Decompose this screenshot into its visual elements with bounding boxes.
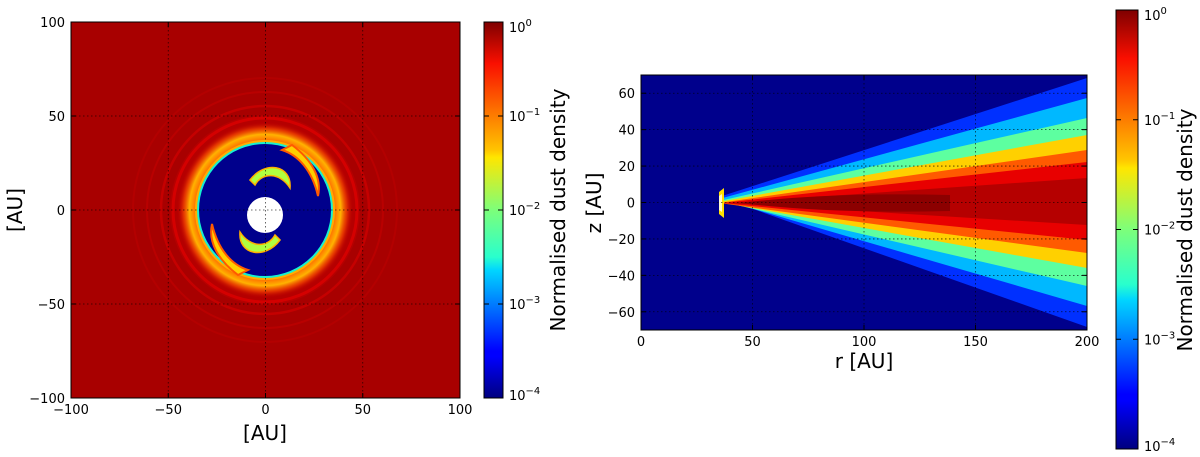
y-tick-label: 0 <box>57 204 65 219</box>
x-tick-label: 0 <box>637 335 645 350</box>
colorbar-tick-label: 10−3 <box>1144 330 1175 348</box>
colorbar-tick-label: 10−4 <box>1144 437 1175 455</box>
midplane-core <box>740 194 950 212</box>
inner-rim-bright <box>719 194 722 212</box>
ring-wave-3 <box>171 116 359 304</box>
lower-spiral-arm <box>210 223 251 277</box>
face-on-ylabel: [AU] <box>3 188 27 232</box>
x-tick-label: 0 <box>261 403 269 418</box>
upper-spiral-arm <box>279 143 320 197</box>
colorbar-tick-label: 10−2 <box>1144 221 1175 239</box>
colorbar-tick-label: 100 <box>509 18 532 36</box>
x-tick-label: 50 <box>354 403 371 418</box>
y-tick-label: 20 <box>618 160 635 175</box>
y-tick-label: −50 <box>38 298 65 313</box>
face-on-density-map <box>71 22 460 398</box>
y-tick-label: −40 <box>608 269 635 284</box>
x-tick-label: 100 <box>852 335 877 350</box>
x-tick-label: 200 <box>1075 335 1100 350</box>
inner-spiral-upper <box>249 166 291 191</box>
y-tick-label: 40 <box>618 124 635 139</box>
y-tick-label: −20 <box>608 233 635 248</box>
colorbar-tick-label: 10−3 <box>509 295 540 313</box>
inner-spiral-lower <box>239 229 281 254</box>
x-tick-label: 150 <box>963 335 988 350</box>
edge-on-colorbar-label: Normalised dust density <box>1173 108 1197 351</box>
colorbar-tick-label: 10−2 <box>509 201 540 219</box>
x-tick-label: −50 <box>155 403 182 418</box>
face-on-colorbar-ticks: 100 10−1 10−2 10−3 10−4 <box>484 18 540 404</box>
edge-on-ylabel: z [AU] <box>582 173 606 234</box>
face-on-grid <box>71 22 460 398</box>
x-tick-label: 50 <box>744 335 761 350</box>
edge-on-colorbar-ticks: 100 10−1 10−2 10−3 10−4 <box>1116 6 1175 455</box>
edge-on-xlabel: r [AU] <box>835 349 894 373</box>
face-on-colorbar-label: Normalised dust density <box>546 88 570 331</box>
colorbar-tick-label: 10−1 <box>1144 111 1175 129</box>
x-tick-label: 100 <box>448 403 473 418</box>
edge-on-grid <box>641 75 1087 330</box>
face-on-ticks: −100 −50 0 50 100 100 50 0 −50 −100 <box>29 16 472 418</box>
colorbar-tick-label: 10−1 <box>509 107 540 125</box>
x-tick-label: −100 <box>53 403 89 418</box>
face-on-panel: −100 −50 0 50 100 100 50 0 −50 −100 [AU] [AU] 100… <box>3 16 570 445</box>
ring-wave-0 <box>132 77 398 343</box>
y-tick-label: 100 <box>40 16 65 31</box>
y-tick-label: −60 <box>608 306 635 321</box>
y-tick-label: 60 <box>618 87 635 102</box>
colorbar-tick-label: 10−4 <box>509 386 540 404</box>
y-tick-label: 0 <box>627 197 635 212</box>
colorbar-tick-label: 100 <box>1144 6 1167 24</box>
y-tick-label: 50 <box>48 110 65 125</box>
inner-hole <box>247 197 283 233</box>
y-tick-label: −100 <box>29 392 65 407</box>
face-on-xlabel: [AU] <box>243 421 287 445</box>
ring-wave-2 <box>159 104 371 316</box>
